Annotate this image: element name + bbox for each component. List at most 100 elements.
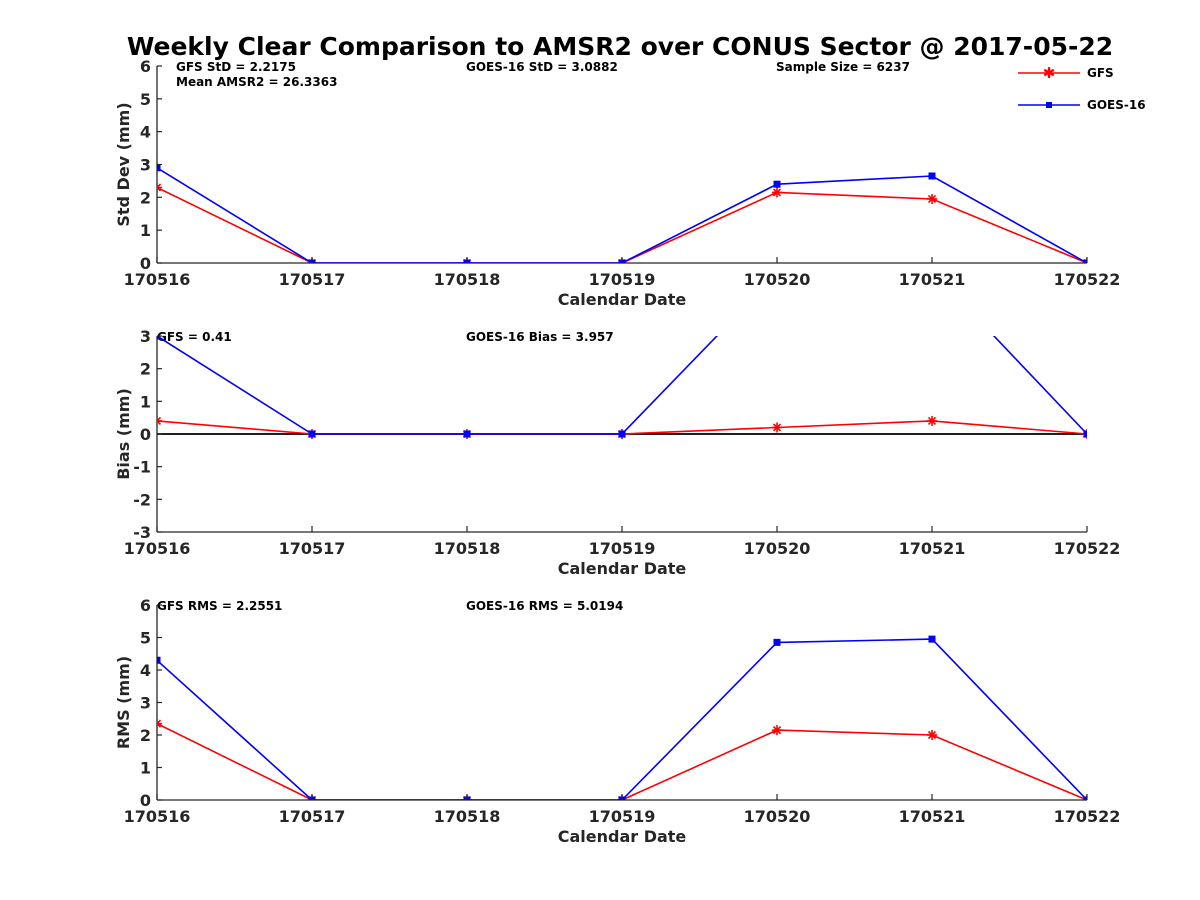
y-tick-label: 0 [140, 254, 151, 273]
x-tick-label: 170518 [434, 539, 501, 558]
y-tick-label: 6 [140, 57, 151, 76]
y-tick-label: 5 [140, 629, 151, 648]
series-line-gfs [157, 722, 1087, 800]
x-tick-label: 170522 [1054, 270, 1121, 289]
plot-area [157, 336, 1087, 439]
y-tick-label: -1 [133, 458, 151, 477]
x-tick-label: 170520 [744, 270, 811, 289]
data-point-gfs [927, 193, 937, 204]
x-tick-label: 170518 [434, 270, 501, 289]
x-tick-label: 170517 [279, 807, 346, 826]
x-axis-label: Calendar Date [558, 290, 687, 309]
x-tick-label: 170521 [899, 270, 966, 289]
x-axis-label: Calendar Date [558, 827, 687, 846]
legend: ✱ GFS GOES-16 [1018, 64, 1146, 112]
data-point-goes-16 [1083, 430, 1087, 438]
data-point-gfs [772, 422, 782, 433]
data-point-gfs [157, 718, 162, 729]
data-point-goes-16 [773, 180, 781, 188]
data-point-goes-16 [463, 430, 471, 438]
y-tick-label: 4 [140, 123, 151, 142]
y-tick-label: 0 [140, 791, 151, 810]
data-point-goes-16 [157, 656, 161, 664]
data-point-goes-16 [1083, 796, 1087, 800]
y-tick-label: 2 [140, 726, 151, 745]
panel-std-dev: 0 1 2 3 4 5 6 170516 170517 170518 17051… [114, 57, 1120, 309]
panel-rms: 0 1 2 3 4 5 6 170516 170517 170518 17051… [114, 596, 1120, 846]
annotation-goes16-bias: GOES-16 Bias = 3.957 [466, 330, 614, 344]
y-tick-label: 1 [140, 221, 151, 240]
x-tick-label: 170520 [744, 539, 811, 558]
annotation-mean-amsr2: Mean AMSR2 = 26.3363 [176, 75, 337, 89]
x-tick-label: 170517 [279, 539, 346, 558]
x-ticks: 170516 170517 170518 170519 170520 17052… [124, 270, 1121, 289]
annotation-gfs-rms: GFS RMS = 2.2551 [157, 599, 282, 613]
x-tick-label: 170519 [589, 807, 656, 826]
data-point-gfs [772, 187, 782, 198]
x-tick-label: 170520 [744, 807, 811, 826]
data-point-goes-16 [1083, 259, 1087, 263]
x-tick-label: 170522 [1054, 807, 1121, 826]
data-point-gfs [772, 725, 782, 736]
panel-bias: -3 -2 -1 0 1 2 3 170516 170517 170518 17… [114, 327, 1121, 578]
series-line-gfs [157, 186, 1087, 263]
annotation-gfs-std: GFS StD = 2.2175 [176, 60, 296, 74]
annotation-sample-size: Sample Size = 6237 [776, 60, 910, 74]
legend-goes16-marker [1046, 102, 1052, 108]
y-ticks: -3 -2 -1 0 1 2 3 [133, 327, 151, 542]
chart-title: Weekly Clear Comparison to AMSR2 over CO… [127, 32, 1113, 61]
y-tick-label: 1 [140, 759, 151, 778]
series-line-goes-16 [157, 638, 1087, 800]
x-ticks: 170516 170517 170518 170519 170520 17052… [124, 807, 1121, 826]
y-tick-label: 2 [140, 360, 151, 379]
y-tick-label: 3 [140, 694, 151, 713]
x-axis-label: Calendar Date [558, 559, 687, 578]
x-tick-label: 170517 [279, 270, 346, 289]
y-axis-label: Bias (mm) [114, 388, 133, 480]
y-tick-label: 6 [140, 596, 151, 615]
annotation-gfs-bias: GFS = 0.41 [157, 330, 232, 344]
y-axis-label: RMS (mm) [114, 656, 133, 749]
plot-area [157, 164, 1087, 263]
x-tick-label: 170519 [589, 270, 656, 289]
x-tick-label: 170522 [1054, 539, 1121, 558]
data-point-gfs [157, 415, 162, 426]
data-point-goes-16 [308, 430, 316, 438]
x-tick-label: 170516 [124, 270, 191, 289]
y-ticks: 0 1 2 3 4 5 6 [140, 57, 151, 273]
legend-gfs-marker: ✱ [1043, 64, 1056, 82]
y-tick-label: 3 [140, 327, 151, 346]
y-axis-label: Std Dev (mm) [114, 102, 133, 226]
y-tick-label: -3 [133, 523, 151, 542]
y-ticks: 0 1 2 3 4 5 6 [140, 596, 151, 810]
data-point-goes-16 [928, 635, 936, 643]
y-tick-label: 4 [140, 661, 151, 680]
data-point-gfs [927, 730, 937, 740]
plot-area [157, 635, 1087, 800]
data-point-goes-16 [157, 336, 161, 340]
x-tick-label: 170519 [589, 539, 656, 558]
y-tick-label: 1 [140, 392, 151, 411]
x-tick-label: 170516 [124, 807, 191, 826]
x-tick-label: 170521 [899, 807, 966, 826]
y-tick-label: 0 [140, 425, 151, 444]
series-line-goes-16 [157, 167, 1087, 263]
y-tick-label: 5 [140, 90, 151, 109]
data-point-gfs [157, 182, 162, 193]
annotation-goes16-std: GOES-16 StD = 3.0882 [466, 60, 618, 74]
data-point-gfs [927, 415, 937, 426]
data-point-goes-16 [618, 430, 626, 438]
data-point-goes-16 [928, 172, 936, 180]
x-ticks: 170516 170517 170518 170519 170520 17052… [124, 539, 1121, 558]
x-tick-label: 170516 [124, 539, 191, 558]
x-tick-label: 170518 [434, 807, 501, 826]
data-point-goes-16 [157, 164, 161, 172]
y-tick-label: -2 [133, 490, 151, 509]
legend-gfs-label: GFS [1087, 66, 1114, 80]
x-tick-label: 170521 [899, 539, 966, 558]
annotation-goes16-rms: GOES-16 RMS = 5.0194 [466, 599, 623, 613]
y-tick-label: 2 [140, 188, 151, 207]
legend-goes16-label: GOES-16 [1087, 98, 1146, 112]
data-point-goes-16 [773, 638, 781, 646]
